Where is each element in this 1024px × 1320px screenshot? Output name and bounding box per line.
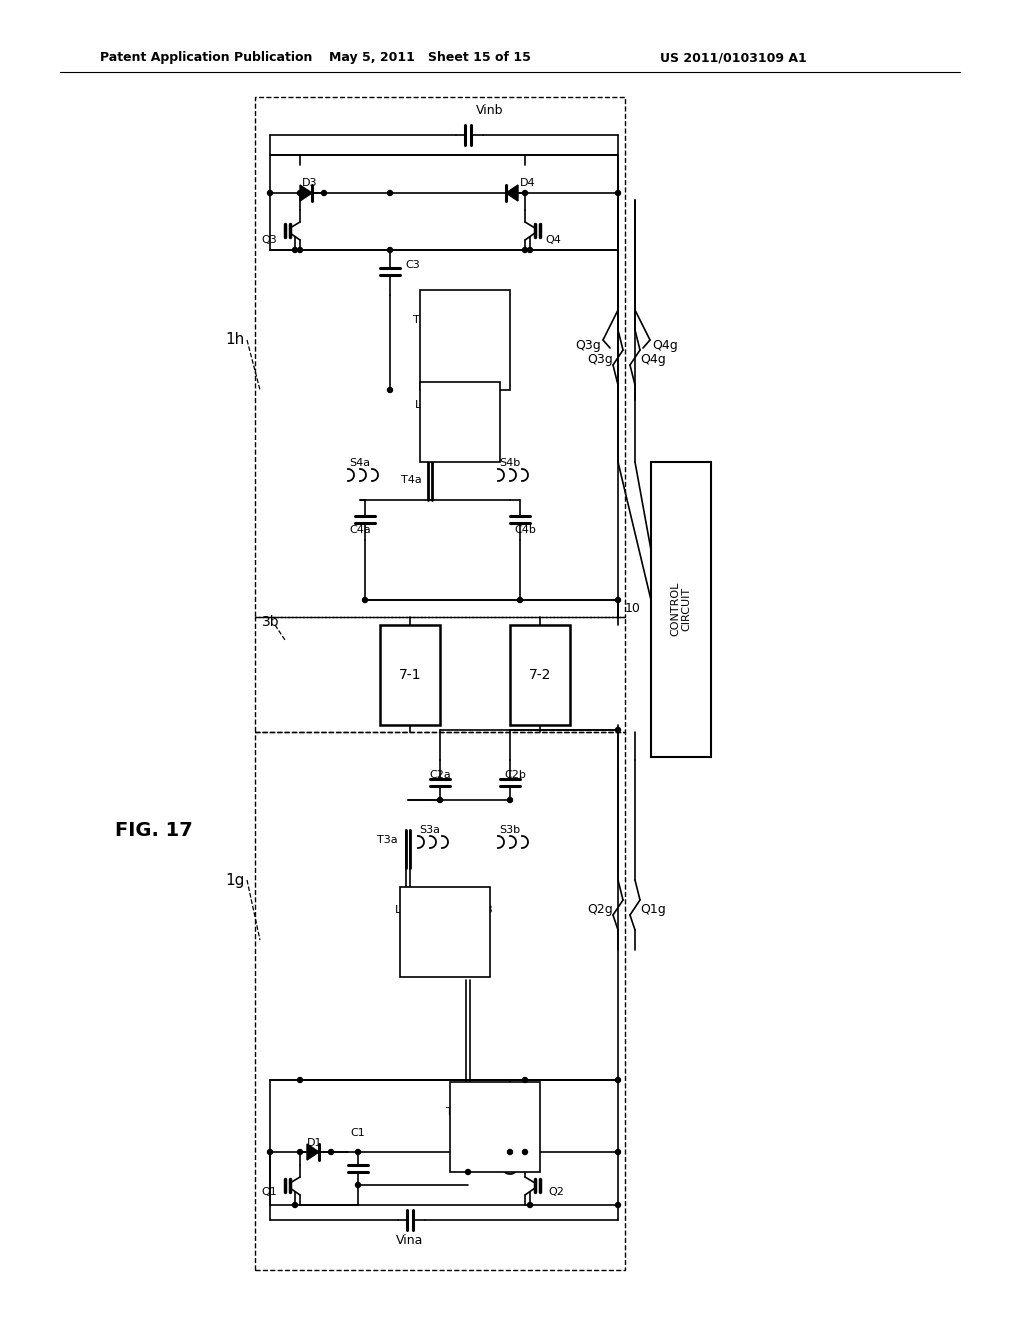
Text: Q4g: Q4g (640, 354, 666, 367)
Text: D3: D3 (302, 178, 317, 187)
Circle shape (298, 1150, 302, 1155)
Text: Q3: Q3 (261, 235, 278, 246)
Bar (450, 1082, 540, 1172)
Circle shape (298, 190, 302, 195)
Circle shape (355, 1183, 360, 1188)
Text: L2: L2 (415, 400, 428, 411)
Polygon shape (480, 1144, 492, 1160)
Text: Q1g: Q1g (640, 903, 666, 916)
Text: C4b: C4b (514, 525, 536, 535)
Text: US 2011/0103109 A1: US 2011/0103109 A1 (660, 51, 807, 65)
Circle shape (466, 1170, 470, 1175)
Text: L1: L1 (394, 906, 408, 915)
Circle shape (267, 190, 272, 195)
Circle shape (267, 1150, 272, 1155)
Text: Q1: Q1 (261, 1187, 278, 1197)
Circle shape (293, 1203, 298, 1208)
Text: 10: 10 (625, 602, 641, 615)
Text: 7-1: 7-1 (398, 668, 421, 682)
Polygon shape (506, 185, 518, 201)
Text: 3b: 3b (262, 615, 280, 630)
Text: Q3g: Q3g (575, 338, 601, 351)
Text: T4a: T4a (401, 475, 422, 484)
Circle shape (387, 248, 392, 252)
Bar (420, 381, 500, 462)
Circle shape (387, 190, 392, 195)
Circle shape (508, 797, 512, 803)
Text: D4: D4 (520, 178, 536, 187)
Circle shape (615, 1150, 621, 1155)
Text: 7-2: 7-2 (528, 668, 551, 682)
Text: Vinb: Vinb (476, 103, 504, 116)
Text: D1: D1 (307, 1138, 323, 1148)
Text: T1: T1 (446, 1107, 460, 1117)
Circle shape (322, 190, 327, 195)
Text: S4a: S4a (349, 458, 371, 469)
Text: P1: P1 (522, 1100, 536, 1110)
Text: Patent Application Publication: Patent Application Publication (100, 51, 312, 65)
Text: Q4: Q4 (545, 235, 561, 246)
Circle shape (522, 1150, 527, 1155)
Polygon shape (300, 185, 312, 201)
Circle shape (329, 1150, 334, 1155)
Text: C1: C1 (350, 1129, 366, 1138)
Text: Vina: Vina (396, 1233, 424, 1246)
Circle shape (522, 190, 527, 195)
Text: Q3g: Q3g (587, 354, 613, 367)
Circle shape (615, 727, 621, 733)
Text: Q2: Q2 (548, 1187, 564, 1197)
Text: C4a: C4a (349, 525, 371, 535)
Circle shape (615, 1077, 621, 1082)
Circle shape (522, 1077, 527, 1082)
Text: Q4g: Q4g (652, 338, 678, 351)
Bar (255, 616, 625, 733)
Text: S3a: S3a (420, 825, 440, 836)
Bar (651, 462, 711, 756)
Circle shape (362, 598, 368, 602)
Circle shape (522, 248, 527, 252)
Circle shape (615, 1203, 621, 1208)
Text: P2: P2 (492, 293, 506, 304)
Text: P4: P4 (482, 400, 496, 411)
Circle shape (437, 797, 442, 803)
Text: C3: C3 (406, 260, 420, 271)
Text: S1: S1 (522, 1144, 537, 1155)
Circle shape (517, 598, 522, 602)
Circle shape (615, 598, 621, 602)
Text: C2b: C2b (504, 770, 526, 780)
Circle shape (298, 1077, 302, 1082)
Circle shape (615, 190, 621, 195)
Bar (380, 624, 440, 725)
Text: T2: T2 (413, 315, 427, 325)
Text: S4b: S4b (500, 458, 520, 469)
Text: S3b: S3b (500, 825, 520, 836)
Text: C2a: C2a (429, 770, 451, 780)
Circle shape (298, 248, 302, 252)
Text: P3: P3 (480, 906, 494, 915)
Circle shape (355, 1150, 360, 1155)
Bar (420, 290, 510, 389)
Circle shape (293, 248, 298, 252)
Text: 1g: 1g (225, 873, 245, 887)
Bar (255, 96, 625, 616)
Circle shape (508, 1150, 512, 1155)
Text: S2: S2 (492, 352, 506, 363)
Bar (400, 887, 490, 977)
Text: Q2g: Q2g (587, 903, 613, 916)
Text: 1h: 1h (225, 333, 245, 347)
Text: T3a: T3a (378, 836, 398, 845)
Text: FIG. 17: FIG. 17 (115, 821, 193, 840)
Text: D2: D2 (493, 1138, 509, 1148)
Bar (510, 624, 570, 725)
Circle shape (527, 1203, 532, 1208)
Text: CONTROL
CIRCUIT: CONTROL CIRCUIT (670, 582, 692, 636)
Circle shape (387, 388, 392, 392)
Polygon shape (307, 1144, 319, 1160)
Bar (255, 733, 625, 1270)
Circle shape (527, 248, 532, 252)
Text: May 5, 2011   Sheet 15 of 15: May 5, 2011 Sheet 15 of 15 (329, 51, 530, 65)
